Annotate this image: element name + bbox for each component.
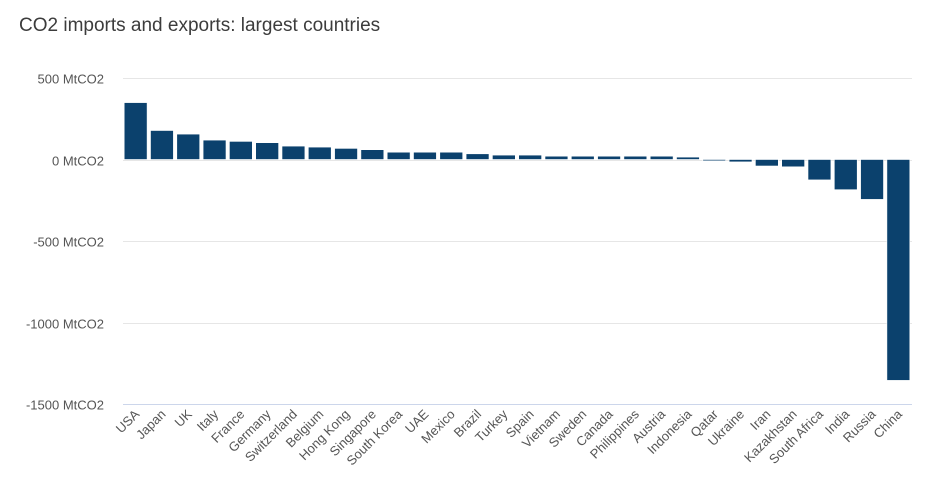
bar-india[interactable] [833, 159, 858, 191]
y-axis-ticks: 500 MtCO2 0 MtCO2 -500 MtCO2 -1000 MtCO2 -15… [26, 72, 104, 413]
x-tick-label: UK [172, 406, 196, 430]
bar-south-africa[interactable] [807, 159, 832, 181]
bar-mexico[interactable] [439, 151, 463, 160]
bar-hong-kong[interactable] [334, 148, 358, 160]
bar-turkey[interactable] [492, 154, 516, 160]
bar-italy[interactable] [202, 139, 227, 160]
bar-japan[interactable] [150, 130, 174, 160]
bar-belgium[interactable] [307, 146, 332, 160]
bar-south-korea[interactable] [386, 151, 411, 160]
bar-canada[interactable] [597, 155, 621, 160]
bar-usa[interactable] [123, 102, 148, 160]
chart-title: CO2 imports and exports: largest countri… [19, 15, 381, 36]
bar-switzerland[interactable] [281, 145, 306, 160]
bar-kazakhstan[interactable] [781, 159, 805, 168]
bar-philippines[interactable] [623, 155, 648, 160]
y-tick-label: 500 MtCO2 [38, 72, 104, 87]
bar-spain[interactable] [518, 154, 542, 160]
x-tick-label: Japan [133, 407, 169, 443]
y-tick-label: -1000 MtCO2 [26, 317, 104, 332]
bar-austria[interactable] [649, 155, 674, 160]
bar-singapore[interactable] [360, 149, 385, 160]
bar-qatar[interactable] [702, 159, 726, 162]
y-tick-label: -1500 MtCO2 [26, 398, 104, 413]
bar-brazil[interactable] [465, 153, 490, 160]
gridlines [123, 78, 912, 405]
y-tick-label: 0 MtCO2 [52, 154, 104, 169]
bar-iran[interactable] [755, 159, 779, 167]
y-tick-label: -500 MtCO2 [33, 235, 104, 250]
bars [123, 102, 911, 381]
bar-indonesia[interactable] [676, 156, 700, 160]
bar-uae[interactable] [413, 151, 437, 160]
bar-germany[interactable] [255, 142, 279, 160]
bar-sweden[interactable] [570, 155, 595, 160]
bar-ukraine[interactable] [728, 159, 753, 163]
bar-france[interactable] [229, 141, 253, 160]
bar-china[interactable] [886, 159, 911, 381]
bar-vietnam[interactable] [544, 155, 569, 160]
bar-uk[interactable] [176, 133, 201, 160]
bar-russia[interactable] [860, 159, 884, 200]
x-tick-label: China [870, 406, 905, 441]
